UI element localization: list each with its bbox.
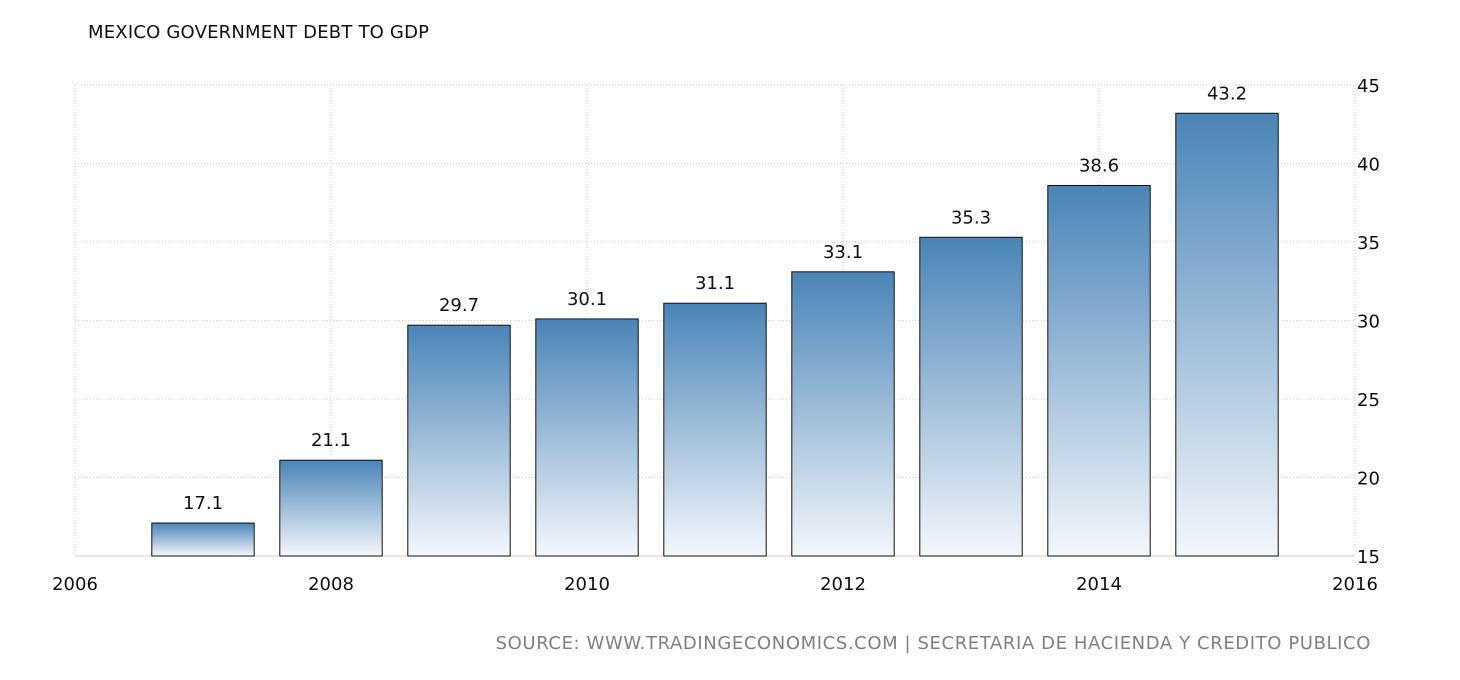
y-tick-label: 25 [1357,390,1380,411]
y-tick-label: 20 [1357,469,1380,490]
bar-2007 [151,522,255,557]
y-tick-label: 40 [1357,155,1380,176]
bar-2013 [919,236,1023,557]
bar-2014 [1047,184,1151,557]
bar-2009 [407,324,511,557]
y-tick-label: 35 [1357,233,1380,254]
bars [151,112,1279,557]
bar-2012 [791,271,895,557]
y-tick-label: 30 [1357,312,1380,333]
data-label-2013: 35.3 [951,207,991,228]
x-tick-label: 2006 [52,574,98,595]
data-labels: 17.1 21.1 29.7 30.1 31.1 33.1 35.3 38.6 43.2 [183,83,1247,514]
bar-2010 [535,318,639,557]
x-tick-label: 2008 [308,574,354,595]
source-note: SOURCE: WWW.TRADINGECONOMICS.COM | SECRE… [495,633,1371,654]
y-tick-label: 45 [1357,76,1380,97]
data-label-2015: 43.2 [1207,83,1247,104]
x-tick-label: 2010 [564,574,610,595]
data-label-2009: 29.7 [439,295,479,316]
bar-2015 [1175,112,1279,557]
x-axis: 2006 2008 2010 2012 2014 2016 [52,574,1378,595]
data-label-2012: 33.1 [823,242,863,263]
bar-2011 [663,302,767,557]
data-label-2007: 17.1 [183,493,223,514]
x-tick-label: 2012 [820,574,866,595]
data-label-2011: 31.1 [695,273,735,294]
data-label-2014: 38.6 [1079,155,1119,176]
x-tick-label: 2014 [1076,574,1122,595]
bar-2008 [279,459,383,557]
y-axis: 15 20 25 30 35 40 45 [1357,76,1380,568]
x-tick-label: 2016 [1332,574,1378,595]
y-tick-label: 15 [1357,547,1380,568]
chart-title: MEXICO GOVERNMENT DEBT TO GDP [88,22,430,43]
data-label-2010: 30.1 [567,289,607,310]
data-label-2008: 21.1 [311,430,351,451]
